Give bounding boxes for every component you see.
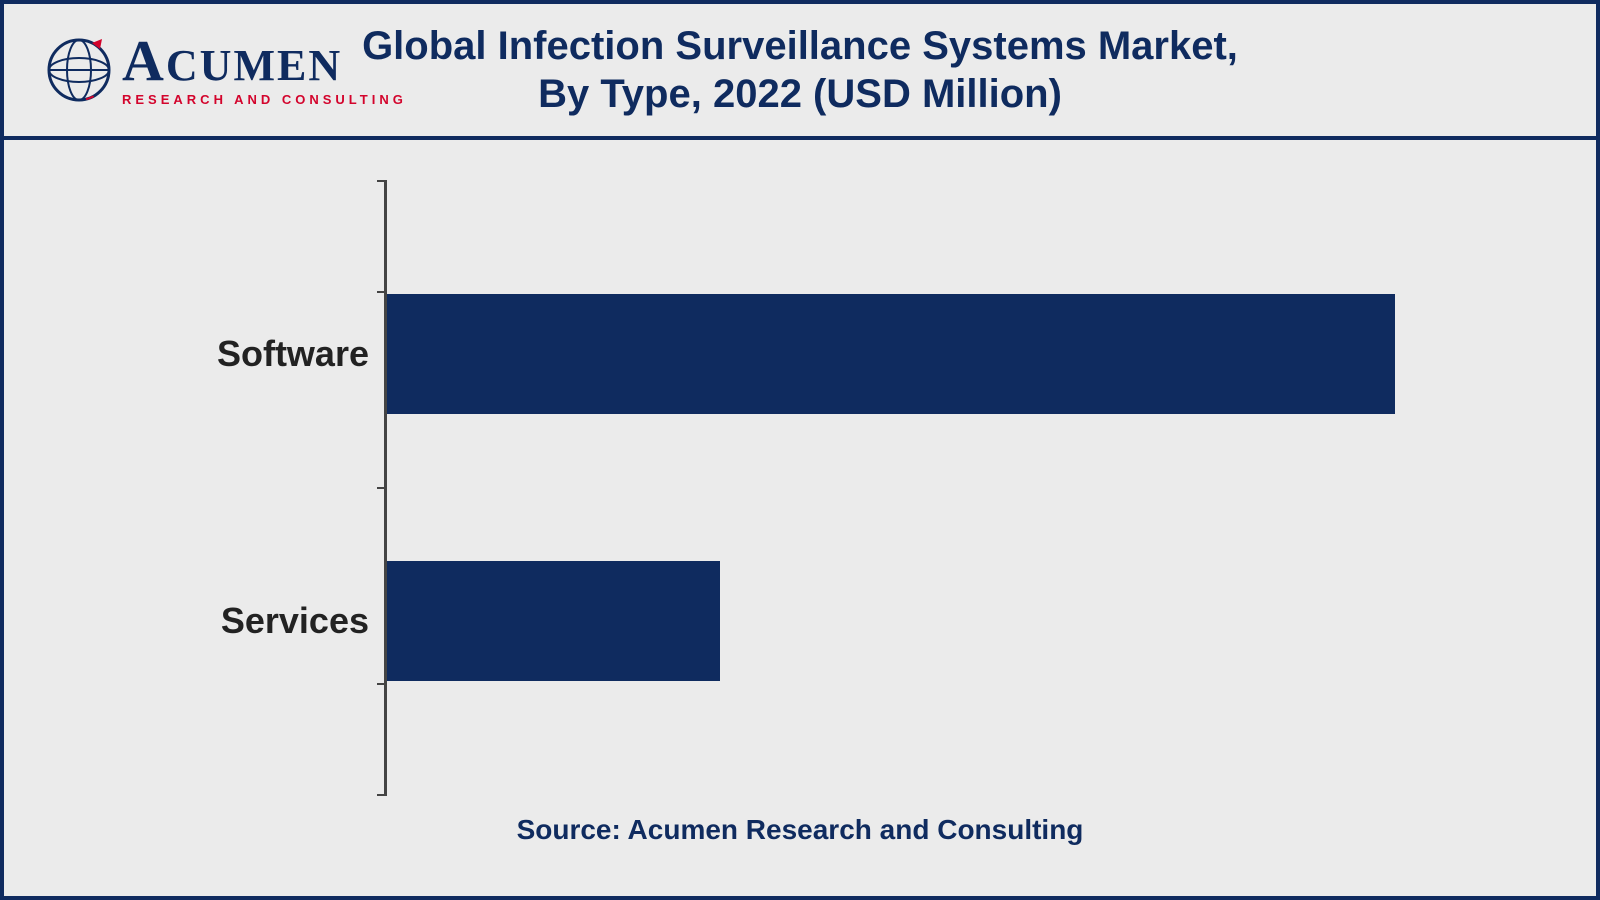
plot-area: Software Services xyxy=(124,180,1476,794)
axis-tick xyxy=(377,794,387,796)
source-attribution: Source: Acumen Research and Consulting xyxy=(124,794,1476,876)
globe-icon xyxy=(44,35,114,105)
axis-tick xyxy=(377,291,387,293)
chart-body: Software Services Source: Acumen Researc… xyxy=(4,140,1596,896)
bar-services xyxy=(387,561,720,681)
y-axis-labels: Software Services xyxy=(124,180,384,794)
axis-tick xyxy=(377,683,387,685)
axis-tick xyxy=(377,487,387,489)
header-band: ACUMEN RESEARCH AND CONSULTING Global In… xyxy=(4,4,1596,140)
category-label-software: Software xyxy=(217,333,369,375)
bar-software xyxy=(387,294,1395,414)
axis-tick xyxy=(377,180,387,182)
bars-region xyxy=(384,180,1476,794)
bars-inner xyxy=(387,180,1476,794)
outer-frame: ACUMEN RESEARCH AND CONSULTING Global In… xyxy=(0,0,1600,900)
brand-logo: ACUMEN RESEARCH AND CONSULTING xyxy=(44,32,407,107)
logo-brand-subtitle: RESEARCH AND CONSULTING xyxy=(122,92,407,107)
logo-brand-name: ACUMEN xyxy=(122,32,407,90)
logo-text: ACUMEN RESEARCH AND CONSULTING xyxy=(122,32,407,107)
axis-ticks xyxy=(377,180,387,794)
category-label-services: Services xyxy=(221,600,369,642)
